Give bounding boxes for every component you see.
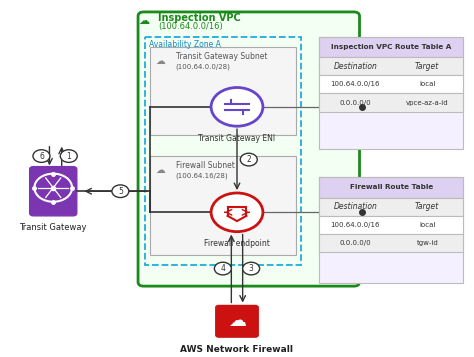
Text: ☁: ☁ (138, 16, 149, 26)
Text: 1: 1 (66, 152, 71, 161)
Text: (100.64.16/28): (100.64.16/28) (176, 172, 228, 178)
Text: 0.0.0.0/0: 0.0.0.0/0 (339, 100, 371, 106)
Text: ☁: ☁ (155, 165, 165, 175)
Circle shape (211, 193, 263, 232)
Circle shape (240, 153, 257, 166)
Bar (319, 57, 463, 75)
Bar (319, 197, 463, 216)
Circle shape (243, 262, 260, 275)
Text: ☁: ☁ (155, 56, 165, 66)
Text: Transit Gateway: Transit Gateway (19, 223, 87, 232)
Text: (100.64.0.0/16): (100.64.0.0/16) (158, 22, 223, 31)
Text: Transit Gateway ENI: Transit Gateway ENI (199, 134, 275, 143)
Bar (319, 177, 463, 283)
FancyBboxPatch shape (138, 12, 359, 286)
Bar (145, 36, 301, 265)
Bar (150, 156, 296, 255)
Text: Firewall endpoint: Firewall endpoint (204, 240, 270, 248)
Text: Inspection VPC: Inspection VPC (158, 12, 241, 22)
Circle shape (33, 150, 50, 162)
Text: 2: 2 (246, 155, 251, 164)
Bar (319, 234, 463, 252)
Text: 100.64.0.0/16: 100.64.0.0/16 (331, 222, 380, 228)
Text: AWS Network Firewall: AWS Network Firewall (181, 345, 293, 354)
Text: local: local (419, 81, 436, 87)
Text: (100.64.0.0/28): (100.64.0.0/28) (176, 63, 231, 70)
Text: 4: 4 (220, 264, 225, 273)
Text: Firewall Subnet: Firewall Subnet (176, 161, 235, 170)
Text: local: local (419, 222, 436, 228)
Bar (319, 75, 463, 94)
Text: Transit Gateway Subnet: Transit Gateway Subnet (176, 52, 267, 61)
Text: Destination: Destination (333, 61, 377, 71)
Bar (150, 47, 296, 135)
Text: 5: 5 (118, 187, 123, 196)
Text: tgw-id: tgw-id (416, 240, 438, 246)
FancyBboxPatch shape (216, 306, 258, 337)
Text: vpce-az-a-id: vpce-az-a-id (406, 100, 448, 106)
FancyBboxPatch shape (30, 167, 77, 216)
Text: Destination: Destination (333, 202, 377, 211)
Bar (319, 177, 463, 197)
Text: 3: 3 (249, 264, 254, 273)
Bar (319, 94, 463, 112)
Circle shape (112, 185, 129, 197)
Text: 100.64.0.0/16: 100.64.0.0/16 (331, 81, 380, 87)
Text: Target: Target (415, 61, 439, 71)
Text: 6: 6 (39, 152, 44, 161)
Text: 0.0.0.0/0: 0.0.0.0/0 (339, 240, 371, 246)
Bar (319, 36, 463, 149)
Text: Availability Zone A: Availability Zone A (149, 40, 221, 49)
Bar (319, 216, 463, 234)
Circle shape (211, 87, 263, 126)
Text: Target: Target (415, 202, 439, 211)
Bar (319, 36, 463, 57)
Circle shape (60, 150, 77, 162)
Text: ☁: ☁ (228, 312, 246, 330)
Text: Firewall Route Table: Firewall Route Table (350, 184, 433, 190)
Circle shape (214, 262, 231, 275)
Text: Inspection VPC Route Table A: Inspection VPC Route Table A (331, 44, 452, 50)
